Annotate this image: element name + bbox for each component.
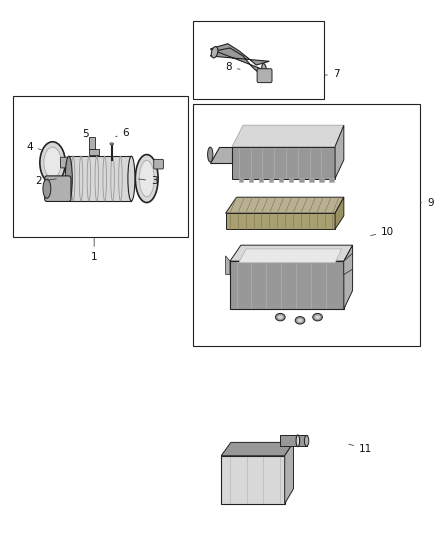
Polygon shape	[210, 147, 232, 163]
Text: 1: 1	[91, 238, 98, 262]
Ellipse shape	[313, 313, 322, 321]
Text: 7: 7	[325, 69, 339, 78]
Polygon shape	[280, 435, 307, 446]
Text: 4: 4	[26, 142, 41, 151]
Polygon shape	[285, 442, 293, 504]
Ellipse shape	[296, 435, 300, 447]
Polygon shape	[69, 156, 131, 201]
Ellipse shape	[276, 313, 285, 321]
FancyBboxPatch shape	[257, 69, 272, 83]
FancyBboxPatch shape	[45, 176, 71, 201]
Polygon shape	[344, 245, 353, 309]
Polygon shape	[226, 213, 335, 229]
Ellipse shape	[139, 160, 154, 197]
Polygon shape	[335, 125, 344, 179]
Text: 6: 6	[116, 128, 129, 138]
Polygon shape	[232, 147, 335, 179]
Polygon shape	[335, 197, 344, 229]
Polygon shape	[221, 456, 285, 504]
Bar	[319, 178, 324, 182]
Text: 2: 2	[35, 176, 57, 186]
Ellipse shape	[295, 317, 305, 324]
Ellipse shape	[262, 63, 266, 75]
Polygon shape	[239, 249, 342, 263]
Text: 3: 3	[138, 176, 158, 186]
Bar	[299, 178, 304, 182]
Bar	[193, 104, 420, 346]
Polygon shape	[230, 245, 353, 261]
Polygon shape	[232, 125, 344, 147]
Bar	[279, 178, 283, 182]
FancyBboxPatch shape	[60, 157, 69, 168]
Bar	[193, 21, 324, 99]
Bar	[329, 178, 334, 182]
Ellipse shape	[65, 156, 72, 201]
Bar	[13, 96, 188, 237]
Ellipse shape	[40, 142, 65, 183]
Ellipse shape	[315, 316, 320, 319]
Polygon shape	[226, 256, 230, 274]
Bar	[309, 178, 314, 182]
Ellipse shape	[304, 435, 309, 446]
Bar	[249, 178, 253, 182]
Text: 9: 9	[420, 198, 434, 207]
Ellipse shape	[297, 319, 303, 322]
Ellipse shape	[211, 46, 218, 58]
Bar	[89, 137, 95, 149]
Bar	[89, 149, 99, 155]
Bar	[269, 178, 273, 182]
Polygon shape	[221, 442, 293, 456]
FancyBboxPatch shape	[154, 159, 163, 169]
Ellipse shape	[135, 155, 158, 203]
Text: 5: 5	[82, 130, 89, 139]
Text: 11: 11	[349, 444, 372, 454]
Polygon shape	[226, 197, 344, 213]
Bar	[289, 178, 293, 182]
Polygon shape	[344, 253, 353, 274]
Polygon shape	[210, 44, 269, 75]
Ellipse shape	[128, 156, 135, 201]
Ellipse shape	[44, 147, 61, 178]
Bar	[239, 178, 243, 182]
Ellipse shape	[208, 147, 213, 162]
Ellipse shape	[278, 316, 283, 319]
Text: 8: 8	[226, 62, 240, 71]
Bar	[259, 178, 263, 182]
Polygon shape	[230, 261, 344, 309]
Ellipse shape	[110, 143, 113, 145]
Text: 10: 10	[371, 227, 394, 237]
Ellipse shape	[43, 179, 51, 198]
